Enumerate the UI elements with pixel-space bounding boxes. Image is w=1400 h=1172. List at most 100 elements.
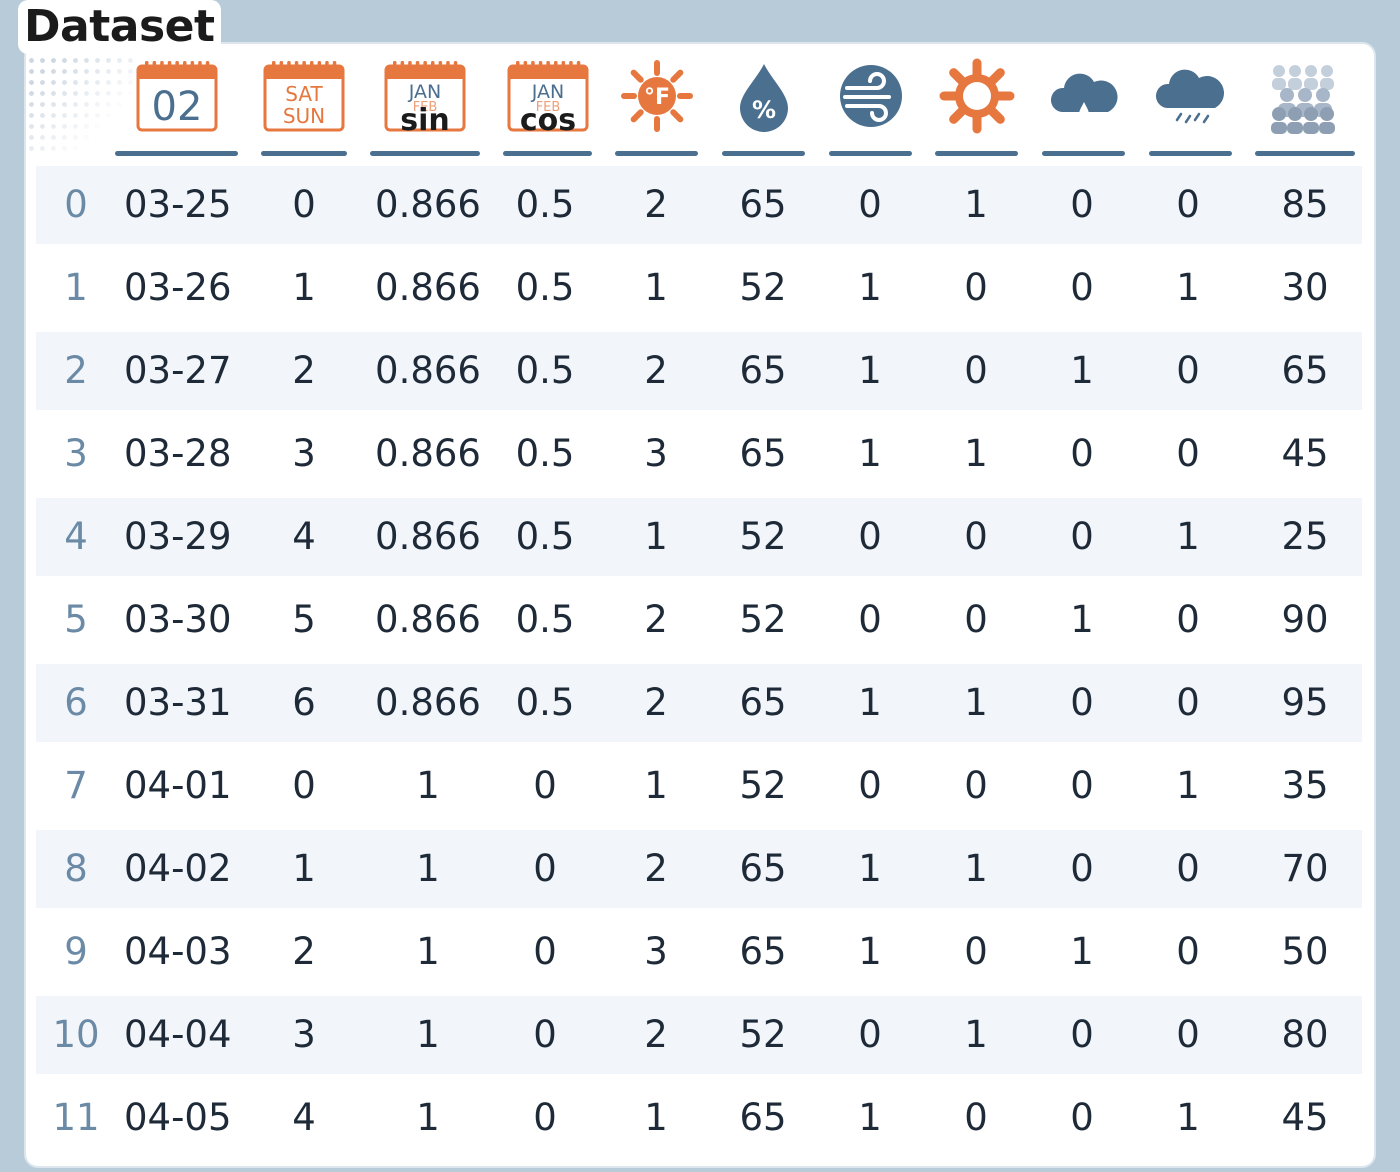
cell-month_sin: 0.866: [375, 432, 481, 475]
cell-rain: 0: [1070, 764, 1094, 807]
cell-month_cos: 0.5: [515, 598, 575, 641]
table-row[interactable]: 10 04-04 3 1 0 2 52 0 1 0 0 80: [36, 996, 1362, 1074]
row-index: 3: [64, 432, 88, 475]
cell-month_sin: 0.866: [375, 598, 481, 641]
row-index: 4: [64, 515, 88, 558]
cell-date: 03-27: [124, 349, 232, 392]
cell-attendance: 25: [1281, 515, 1329, 558]
cell-snow: 1: [1176, 266, 1200, 309]
cell-weekday: 4: [292, 1096, 316, 1139]
cell-snow: 0: [1176, 1013, 1200, 1056]
row-index: 5: [64, 598, 88, 641]
cell-wind: 0: [858, 515, 882, 558]
cell-sunny: 1: [964, 847, 988, 890]
cell-date: 03-25: [124, 183, 232, 226]
cell-rain: 1: [1070, 598, 1094, 641]
cell-humidity: 52: [739, 1013, 787, 1056]
cell-wind: 1: [858, 847, 882, 890]
table-row[interactable]: 5 03-30 5 0.866 0.5 2 52 0 0 1 0 90: [36, 581, 1362, 659]
column-header-snow[interactable]: [1149, 58, 1232, 158]
header-underline: [615, 151, 698, 156]
cell-temperature: 2: [644, 183, 668, 226]
cell-sunny: 0: [964, 349, 988, 392]
cell-attendance: 45: [1281, 432, 1329, 475]
cell-rain: 1: [1070, 349, 1094, 392]
cell-temperature: 2: [644, 1013, 668, 1056]
column-header-rain[interactable]: [1042, 58, 1125, 158]
cell-humidity: 52: [739, 764, 787, 807]
cell-snow: 0: [1176, 681, 1200, 724]
table-row[interactable]: 4 03-29 4 0.866 0.5 1 52 0 0 0 1 25: [36, 498, 1362, 576]
cell-humidity: 52: [739, 266, 787, 309]
table-row[interactable]: 3 03-28 3 0.866 0.5 3 65 1 1 0 0 45: [36, 415, 1362, 493]
cell-weekday: 5: [292, 598, 316, 641]
cell-wind: 1: [858, 1096, 882, 1139]
cell-weekday: 4: [292, 515, 316, 558]
cell-month_sin: 0.866: [375, 183, 481, 226]
cell-rain: 0: [1070, 432, 1094, 475]
cell-wind: 0: [858, 598, 882, 641]
cell-temperature: 2: [644, 598, 668, 641]
table-row[interactable]: 8 04-02 1 1 0 2 65 1 1 0 0 70: [36, 830, 1362, 908]
table-row[interactable]: 2 03-27 2 0.866 0.5 2 65 1 0 1 0 65: [36, 332, 1362, 410]
row-index: 1: [64, 266, 88, 309]
cell-month_cos: 0: [533, 764, 557, 807]
cell-humidity: 65: [739, 432, 787, 475]
cell-sunny: 1: [964, 183, 988, 226]
svg-text:FEB: FEB: [535, 100, 560, 115]
table-row[interactable]: 11 04-05 4 1 0 1 65 1 0 0 1 45: [36, 1079, 1362, 1157]
cell-temperature: 1: [644, 764, 668, 807]
column-header-sunny[interactable]: [935, 58, 1018, 158]
cell-date: 03-31: [124, 681, 232, 724]
cell-month_cos: 0: [533, 1096, 557, 1139]
cell-rain: 0: [1070, 266, 1094, 309]
table-row[interactable]: 9 04-03 2 1 0 3 65 1 0 1 0 50: [36, 913, 1362, 991]
svg-text:02: 02: [151, 84, 202, 130]
column-header-wind[interactable]: [829, 58, 912, 158]
table-row[interactable]: 6 03-31 6 0.866 0.5 2 65 1 1 0 0 95: [36, 664, 1362, 742]
column-header-attendance[interactable]: [1255, 58, 1355, 158]
cell-weekday: 0: [292, 764, 316, 807]
cell-weekday: 0: [292, 183, 316, 226]
column-header-temperature[interactable]: °F: [615, 58, 698, 158]
column-header-month_sin[interactable]: JAN FEB sin: [370, 58, 480, 158]
cell-humidity: 65: [739, 847, 787, 890]
cell-attendance: 80: [1281, 1013, 1329, 1056]
cell-month_sin: 1: [416, 930, 440, 973]
header-underline: [1255, 151, 1355, 156]
cell-sunny: 0: [964, 266, 988, 309]
cell-attendance: 85: [1281, 183, 1329, 226]
svg-text:SUN: SUN: [283, 104, 325, 128]
column-header-date[interactable]: 02: [115, 58, 238, 158]
cell-snow: 1: [1176, 515, 1200, 558]
header-underline: [935, 151, 1018, 156]
cell-date: 04-04: [124, 1013, 232, 1056]
column-header-weekday[interactable]: SAT SUN: [261, 58, 347, 158]
column-header-month_cos[interactable]: JAN FEB cos: [503, 58, 592, 158]
table-row[interactable]: 1 03-26 1 0.866 0.5 1 52 1 0 0 1 30: [36, 249, 1362, 327]
table-row[interactable]: 0 03-25 0 0.866 0.5 2 65 0 1 0 0 85: [36, 166, 1362, 244]
cell-month_sin: 1: [416, 1013, 440, 1056]
cell-wind: 1: [858, 930, 882, 973]
cell-attendance: 45: [1281, 1096, 1329, 1139]
cell-rain: 0: [1070, 183, 1094, 226]
cell-attendance: 90: [1281, 598, 1329, 641]
cell-attendance: 50: [1281, 930, 1329, 973]
cell-sunny: 0: [964, 930, 988, 973]
header-underline: [370, 151, 480, 156]
cell-date: 03-28: [124, 432, 232, 475]
column-header-humidity[interactable]: %: [722, 58, 805, 158]
cell-weekday: 2: [292, 930, 316, 973]
table-row[interactable]: 7 04-01 0 1 0 1 52 0 0 0 1 35: [36, 747, 1362, 825]
svg-text:sin: sin: [400, 103, 450, 134]
cell-month_sin: 1: [416, 764, 440, 807]
cell-month_cos: 0.5: [515, 681, 575, 724]
cell-weekday: 3: [292, 1013, 316, 1056]
header-underline: [829, 151, 912, 156]
cell-month_cos: 0: [533, 1013, 557, 1056]
cell-month_cos: 0.5: [515, 349, 575, 392]
cell-month_cos: 0: [533, 930, 557, 973]
cell-wind: 1: [858, 681, 882, 724]
cell-month_cos: 0.5: [515, 266, 575, 309]
cell-temperature: 2: [644, 681, 668, 724]
